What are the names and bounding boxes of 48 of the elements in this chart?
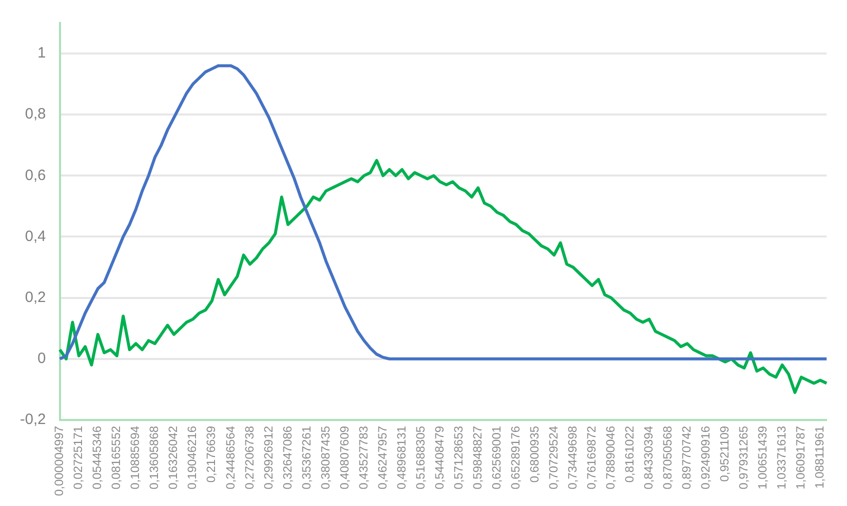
x-tick-label: 0,2176639 — [204, 426, 218, 483]
x-tick-label: 0,97931265 — [736, 426, 751, 490]
x-tick-label: 1,08811961 — [812, 426, 827, 488]
x-tick-label: 0,02725171 — [71, 426, 86, 490]
x-tick-label: 0,62569001 — [489, 426, 504, 490]
y-tick-label: 1 — [38, 44, 46, 62]
x-tick-label: 0,57128653 — [451, 426, 466, 490]
x-tick-label: 0,65289176 — [508, 426, 522, 490]
x-tick-label: 0,35367261 — [299, 426, 314, 490]
x-tick-label: 0,51688305 — [413, 426, 428, 490]
x-tick-label: 1,00651439 — [756, 426, 770, 490]
x-tick-label: 0,32647086 — [280, 426, 294, 490]
x-tick-label: 0,29926912 — [261, 426, 276, 490]
x-tick-label: 0,59848827 — [470, 426, 484, 490]
x-tick-label: 0,8161022 — [622, 426, 636, 483]
x-tick-label: 0,89770742 — [680, 426, 694, 490]
x-tick-label: 0,70729524 — [546, 426, 560, 490]
x-tick-label: 0,87050568 — [660, 426, 674, 490]
x-tick-label: 0,6800935 — [527, 426, 542, 483]
y-tick-label: 0,2 — [24, 288, 46, 306]
x-tick-label: 0,76169872 — [584, 426, 598, 490]
x-tick-label: 0,16326042 — [166, 426, 180, 490]
y-tick-label: -0,2 — [20, 411, 46, 428]
y-tick-label: 0,8 — [24, 106, 46, 123]
y-tick-label: 0,4 — [24, 228, 46, 245]
x-tick-label: 0,13605868 — [147, 426, 162, 490]
y-tick-label: 0 — [38, 350, 46, 368]
x-tick-label: 0,10885694 — [128, 426, 142, 490]
x-tick-label: 0,92490916 — [698, 426, 713, 490]
x-tick-label: 0,19046216 — [185, 426, 200, 490]
x-tick-label: 1,03371613 — [774, 426, 789, 490]
x-tick-label: 0,05445346 — [90, 426, 104, 490]
x-tick-label: 0,78890046 — [603, 426, 618, 490]
x-tick-label: 0,40807609 — [337, 426, 352, 490]
x-tick-label: 0,48968131 — [394, 426, 408, 490]
x-tick-label: 0,38087435 — [318, 426, 332, 490]
x-tick-label: 0,54408479 — [432, 426, 446, 490]
x-tick-label: 0,24486564 — [223, 426, 238, 490]
y-tick-label: 0,6 — [24, 166, 46, 184]
x-tick-label: 0,08165552 — [109, 426, 124, 490]
x-tick-label: 0,27206738 — [242, 426, 256, 490]
x-tick-label: 0,73449698 — [565, 426, 580, 490]
x-tick-label: 0,84330394 — [641, 426, 656, 490]
x-tick-label: 0,000004997 — [52, 426, 66, 496]
x-tick-label: 0,43527783 — [356, 426, 370, 490]
x-tick-label: 0,46247957 — [375, 426, 390, 490]
x-tick-label: 0,9521109 — [718, 426, 732, 482]
x-tick-label: 1,06091787 — [794, 426, 808, 490]
